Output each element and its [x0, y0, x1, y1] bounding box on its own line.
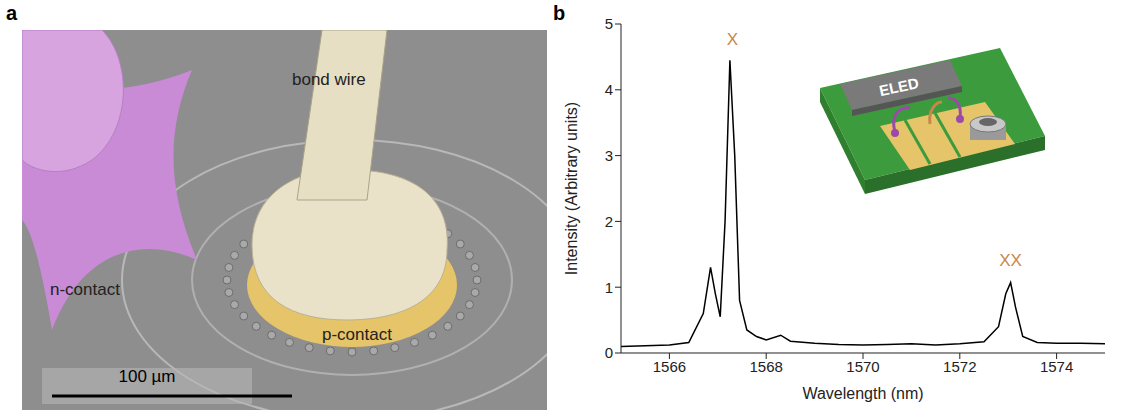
svg-text:1: 1 — [605, 279, 613, 296]
svg-text:p-contact: p-contact — [322, 325, 392, 344]
svg-text:1566: 1566 — [653, 358, 686, 375]
svg-text:bond wire: bond wire — [292, 70, 366, 89]
svg-text:Intensity (Arbitrary units): Intensity (Arbitrary units) — [563, 102, 580, 275]
svg-text:X: X — [727, 30, 738, 49]
svg-text:5: 5 — [605, 15, 613, 32]
svg-text:1570: 1570 — [846, 358, 879, 375]
svg-text:3: 3 — [605, 147, 613, 164]
svg-text:2: 2 — [605, 213, 613, 230]
svg-text:1574: 1574 — [1040, 358, 1073, 375]
svg-text:1572: 1572 — [943, 358, 976, 375]
svg-text:ELED: ELED — [878, 74, 921, 99]
html-text:a: a — [6, 2, 18, 24]
svg-text:XX: XX — [999, 251, 1022, 270]
html-text:b: b — [553, 2, 566, 24]
svg-text:Wavelength (nm): Wavelength (nm) — [802, 385, 923, 402]
svg-text:0: 0 — [605, 344, 613, 361]
svg-text:1568: 1568 — [750, 358, 783, 375]
svg-text:4: 4 — [605, 81, 613, 98]
svg-text:n-contact: n-contact — [50, 280, 120, 299]
svg-text:100 µm: 100 µm — [118, 367, 175, 386]
